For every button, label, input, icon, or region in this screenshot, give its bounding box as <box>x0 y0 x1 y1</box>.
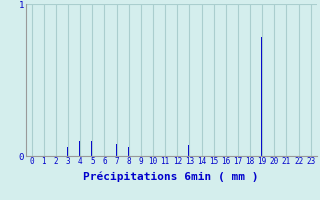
Bar <box>67 147 69 156</box>
X-axis label: Précipitations 6min ( mm ): Précipitations 6min ( mm ) <box>84 172 259 182</box>
Bar <box>261 37 263 156</box>
Bar <box>116 144 117 156</box>
Bar <box>188 145 190 156</box>
Bar <box>79 141 81 156</box>
Bar <box>92 141 93 156</box>
Bar <box>128 147 130 156</box>
Bar <box>104 144 105 156</box>
